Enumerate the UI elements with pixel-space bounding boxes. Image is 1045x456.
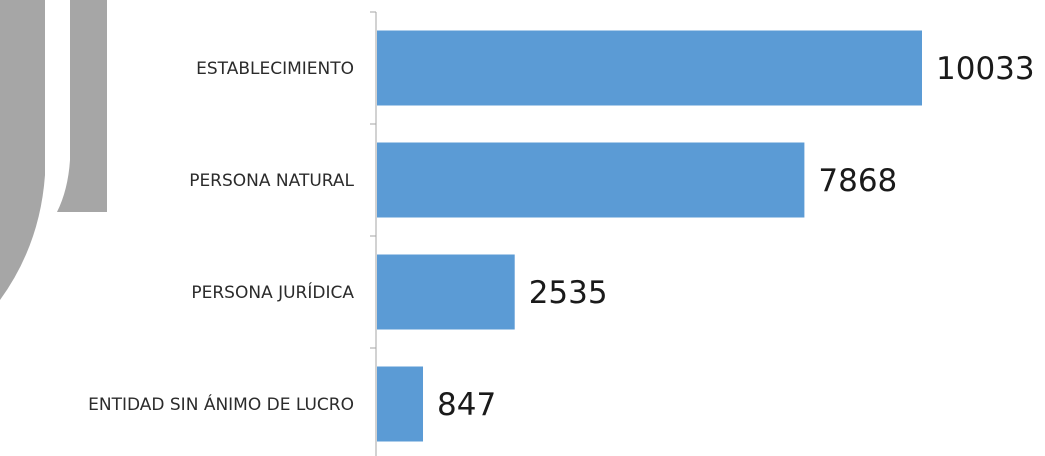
value-label-persona-juridica: 2535 [529, 275, 608, 311]
value-label-persona-natural: 7868 [818, 163, 897, 199]
bar-establecimiento [377, 30, 922, 106]
bar-persona-natural [377, 142, 805, 218]
category-axis [370, 11, 377, 456]
bar-entidad-sin-animo-de-lucro [377, 366, 424, 442]
category-label-establecimiento: ESTABLECIMIENTO [196, 59, 354, 79]
decorative-gray-panel [57, 0, 107, 212]
value-label-entidad-sin-animo-de-lucro: 847 [437, 387, 496, 423]
category-label-persona-juridica: PERSONA JURÍDICA [191, 281, 354, 303]
bars-group [377, 30, 922, 442]
category-labels: ESTABLECIMIENTO PERSONA NATURAL PERSONA JU… [88, 59, 354, 415]
decorative-gray-arc [0, 0, 45, 300]
value-labels: 10033 7868 2535 847 [437, 51, 1035, 423]
value-label-establecimiento: 10033 [936, 51, 1035, 87]
category-label-entidad-sin-animo-de-lucro: ENTIDAD SIN ÁNIMO DE LUCRO [88, 393, 354, 415]
category-label-persona-natural: PERSONA NATURAL [189, 171, 354, 191]
bar-persona-juridica [377, 254, 515, 330]
